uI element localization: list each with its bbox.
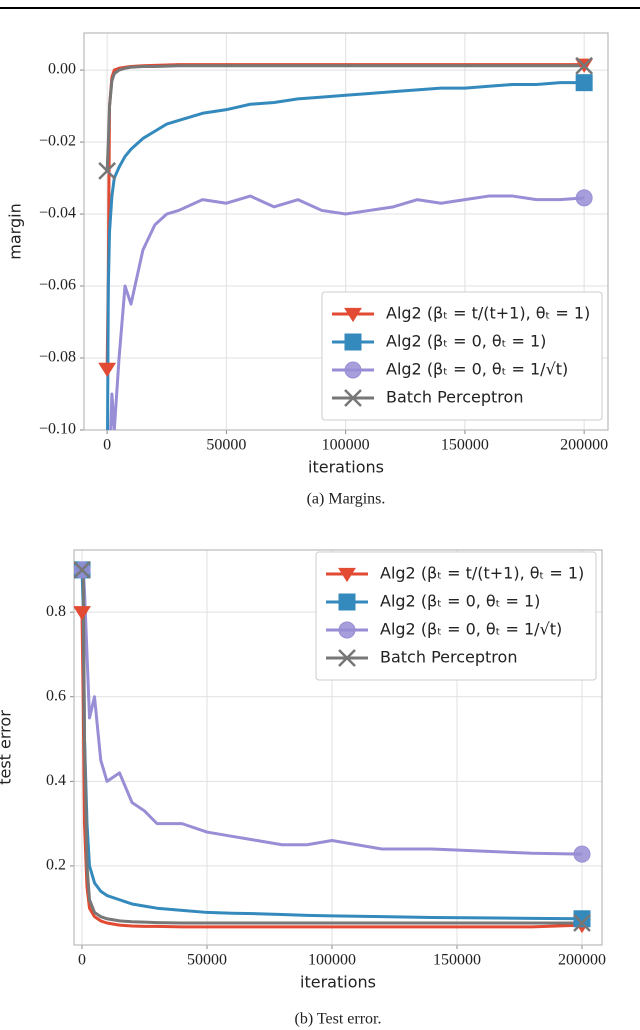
legend-marker <box>338 621 356 639</box>
marker <box>99 494 115 510</box>
y-tick-label: 0.2 <box>46 857 66 874</box>
x-axis-label: iterations <box>308 458 384 477</box>
series-line <box>80 612 583 929</box>
legend-marker <box>338 649 356 667</box>
y-axis-label: margin <box>6 203 25 259</box>
marker <box>575 56 594 75</box>
x-tick-label: 50000 <box>187 952 227 969</box>
y-tick-label: −0.04 <box>39 205 76 222</box>
x-tick-label: 150000 <box>433 952 481 969</box>
marker <box>575 189 593 207</box>
y-axis-label: test error <box>0 710 15 785</box>
marker-layer <box>98 56 594 510</box>
y-tick-label: 0.4 <box>46 772 66 789</box>
x-tick-label: 150000 <box>441 437 489 454</box>
series-line <box>81 568 583 856</box>
x-tick-label: 50000 <box>206 437 246 454</box>
marker <box>573 845 591 863</box>
legend-marker <box>338 593 356 611</box>
legend-marker <box>344 333 362 351</box>
series-line <box>80 569 583 921</box>
series-line <box>105 64 585 171</box>
x-tick-label: 200000 <box>558 952 606 969</box>
marker <box>575 74 593 92</box>
plot-layer <box>105 63 585 430</box>
plot-frame <box>73 549 603 946</box>
legend-marker <box>344 389 362 407</box>
legend-marker <box>344 361 362 379</box>
x-tick-label: 100000 <box>322 437 370 454</box>
y-tick-label: −0.06 <box>39 277 76 294</box>
x-axis-label: iterations <box>300 973 376 992</box>
legend-label: Alg2 (βₜ = 0, θₜ = 1) <box>380 592 540 611</box>
marker <box>74 606 91 621</box>
marker <box>99 494 115 510</box>
x-tick-label: 100000 <box>308 952 356 969</box>
series-line <box>109 194 585 430</box>
y-tick-label: 0.00 <box>48 61 76 78</box>
x-tick-label: 200000 <box>560 437 608 454</box>
marker <box>573 914 591 932</box>
legend-label: Alg2 (βₜ = t/(t+1), θₜ = 1) <box>380 564 584 583</box>
series-line <box>81 568 582 925</box>
legend-box <box>315 551 597 681</box>
legend-marker <box>338 567 356 583</box>
x-tick-label: 0 <box>78 952 86 969</box>
legend-label: Alg2 (βₜ = 0, θₜ = 1) <box>386 332 546 351</box>
legend-label: Batch Perceptron <box>386 388 523 407</box>
caption: (a) Margins. <box>307 491 386 508</box>
y-tick-label: −0.08 <box>39 349 76 366</box>
legend-box <box>321 291 603 421</box>
legend-label: Alg2 (βₜ = t/(t+1), θₜ = 1) <box>386 304 590 323</box>
marker <box>573 910 591 928</box>
y-tick-label: −0.10 <box>39 421 76 438</box>
y-tick-label: 0.8 <box>46 603 66 620</box>
marker-layer <box>74 560 591 934</box>
plot-frame <box>83 32 609 431</box>
series-line <box>106 81 585 430</box>
legend-label: Alg2 (βₜ = 0, θₜ = 1/√t) <box>380 620 562 639</box>
caption: (b) Test error. <box>295 1011 382 1028</box>
legend-label: Batch Perceptron <box>380 648 517 667</box>
marker <box>98 161 117 180</box>
y-tick-label: −0.02 <box>39 133 76 150</box>
x-tick-label: 0 <box>103 437 111 454</box>
plot-layer <box>80 568 583 929</box>
legend-marker <box>344 307 362 323</box>
marker <box>98 362 117 377</box>
y-tick-label: 0.6 <box>46 687 66 704</box>
marker <box>74 560 91 579</box>
legend-label: Alg2 (βₜ = 0, θₜ = 1/√t) <box>386 360 568 379</box>
